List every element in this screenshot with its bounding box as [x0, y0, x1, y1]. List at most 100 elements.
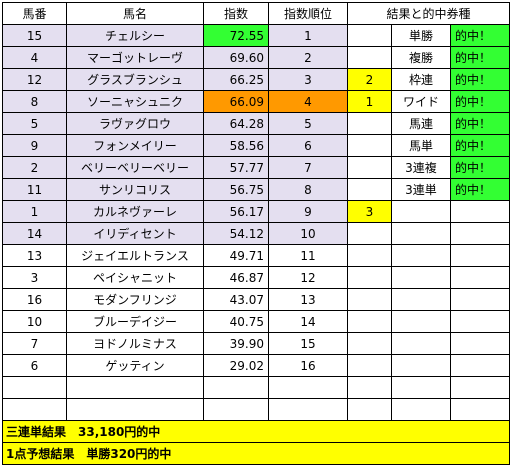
table-row: 10 ブルーデイジー 40.75 14: [2, 310, 510, 333]
hit-result-cell: 的中！: [450, 178, 510, 201]
hit-mark-cell: 3: [347, 200, 392, 223]
hit-result-cell: [450, 244, 510, 267]
index-value-cell: 43.07: [203, 288, 269, 311]
horse-number-cell: [2, 398, 67, 421]
table-row: 7 ヨドノルミナス 39.90 15: [2, 332, 510, 355]
index-rank-cell: 16: [268, 354, 348, 377]
ticket-type-cell: [391, 222, 451, 245]
index-rank-cell: 11: [268, 244, 348, 267]
hit-mark-cell: [347, 46, 392, 69]
table-row: 6 ゲッティン 29.02 16: [2, 354, 510, 377]
trifecta-result-text: 三連単結果 33,180円的中: [2, 420, 510, 443]
index-value-cell: 69.60: [203, 46, 269, 69]
horse-name-cell: チェルシー: [66, 24, 204, 47]
hit-mark-cell: [347, 24, 392, 47]
hit-result-cell: 的中！: [450, 24, 510, 47]
horse-name-cell: カルネヴァーレ: [66, 200, 204, 223]
ticket-type-cell: [391, 288, 451, 311]
index-value-cell: 66.09: [203, 90, 269, 113]
ticket-type-cell: [391, 266, 451, 289]
hit-mark-cell: [347, 134, 392, 157]
hit-mark-cell: [347, 244, 392, 267]
table-row: 15 チェルシー 72.55 1 単勝 的中！: [2, 24, 510, 47]
horse-number-cell: 14: [2, 222, 67, 245]
hit-result-cell: 的中！: [450, 134, 510, 157]
horse-name-cell: イリディセント: [66, 222, 204, 245]
hit-result-cell: 的中！: [450, 68, 510, 91]
horse-number-cell: 7: [2, 332, 67, 355]
table-row: 3 ペイシャニット 46.87 12: [2, 266, 510, 289]
ticket-type-cell: 馬単: [391, 134, 451, 157]
horse-number-cell: 12: [2, 68, 67, 91]
horse-number-cell: [2, 376, 67, 399]
table-body: 15 チェルシー 72.55 1 単勝 的中！ 4 マーゴットレーヴ 69.60 2 複勝 的中！ 12…: [2, 24, 510, 421]
index-rank-cell: 13: [268, 288, 348, 311]
hit-mark-cell: 1: [347, 90, 392, 113]
table-row: [2, 398, 510, 421]
index-value-cell: 72.55: [203, 24, 269, 47]
horse-number-cell: 2: [2, 156, 67, 179]
hit-mark-cell: [347, 332, 392, 355]
index-rank-cell: 1: [268, 24, 348, 47]
ticket-type-cell: 3連複: [391, 156, 451, 179]
ticket-type-cell: ワイド: [391, 90, 451, 113]
ticket-type-cell: 馬連: [391, 112, 451, 135]
header-index-rank: 指数順位: [268, 2, 348, 25]
horse-name-cell: ジェイエルトランス: [66, 244, 204, 267]
header-umaban: 馬番: [2, 2, 67, 25]
index-value-cell: 29.02: [203, 354, 269, 377]
hit-result-cell: [450, 354, 510, 377]
hit-result-cell: 的中！: [450, 46, 510, 69]
hit-result-cell: [450, 288, 510, 311]
header-index: 指数: [203, 2, 269, 25]
index-rank-cell: 6: [268, 134, 348, 157]
hit-result-cell: [450, 266, 510, 289]
horse-name-cell: ベリーベリーベリー: [66, 156, 204, 179]
hit-result-cell: [450, 200, 510, 223]
index-rank-cell: 5: [268, 112, 348, 135]
hit-result-cell: [450, 332, 510, 355]
horse-name-cell: グラスブランシュ: [66, 68, 204, 91]
horse-name-cell: ペイシャニット: [66, 266, 204, 289]
horse-number-cell: 15: [2, 24, 67, 47]
index-value-cell: [203, 376, 269, 399]
footer-row-2: 1点予想結果 単勝320円的中: [2, 442, 510, 465]
horse-number-cell: 16: [2, 288, 67, 311]
hit-result-cell: [450, 310, 510, 333]
ticket-type-cell: [391, 376, 451, 399]
ticket-type-cell: 複勝: [391, 46, 451, 69]
hit-mark-cell: [347, 288, 392, 311]
index-rank-cell: 9: [268, 200, 348, 223]
index-rank-cell: 12: [268, 266, 348, 289]
header-result: 結果と的中券種: [347, 2, 510, 25]
index-value-cell: 57.77: [203, 156, 269, 179]
ticket-type-cell: [391, 398, 451, 421]
ticket-type-cell: [391, 310, 451, 333]
table-row: 5 ラヴァグロウ 64.28 5 馬連 的中！: [2, 112, 510, 135]
table-row: 9 フォンメイリー 58.56 6 馬単 的中！: [2, 134, 510, 157]
horse-name-cell: ラヴァグロウ: [66, 112, 204, 135]
horse-number-cell: 10: [2, 310, 67, 333]
hit-mark-cell: [347, 266, 392, 289]
index-value-cell: [203, 398, 269, 421]
ticket-type-cell: 3連単: [391, 178, 451, 201]
horse-name-cell: ゲッティン: [66, 354, 204, 377]
index-rank-cell: 8: [268, 178, 348, 201]
index-rank-cell: 3: [268, 68, 348, 91]
hit-mark-cell: [347, 354, 392, 377]
hit-mark-cell: 2: [347, 68, 392, 91]
table-row: 14 イリディセント 54.12 10: [2, 222, 510, 245]
horse-name-cell: ソーニャシュニク: [66, 90, 204, 113]
hit-mark-cell: [347, 156, 392, 179]
ticket-type-cell: [391, 354, 451, 377]
hit-mark-cell: [347, 310, 392, 333]
horse-name-cell: サンリコリス: [66, 178, 204, 201]
index-rank-cell: 15: [268, 332, 348, 355]
horse-name-cell: ヨドノルミナス: [66, 332, 204, 355]
hit-result-cell: 的中！: [450, 90, 510, 113]
hit-mark-cell: [347, 178, 392, 201]
horse-number-cell: 5: [2, 112, 67, 135]
ticket-type-cell: 枠連: [391, 68, 451, 91]
table-row: 16 モダンフリンジ 43.07 13: [2, 288, 510, 311]
hit-result-cell: [450, 222, 510, 245]
